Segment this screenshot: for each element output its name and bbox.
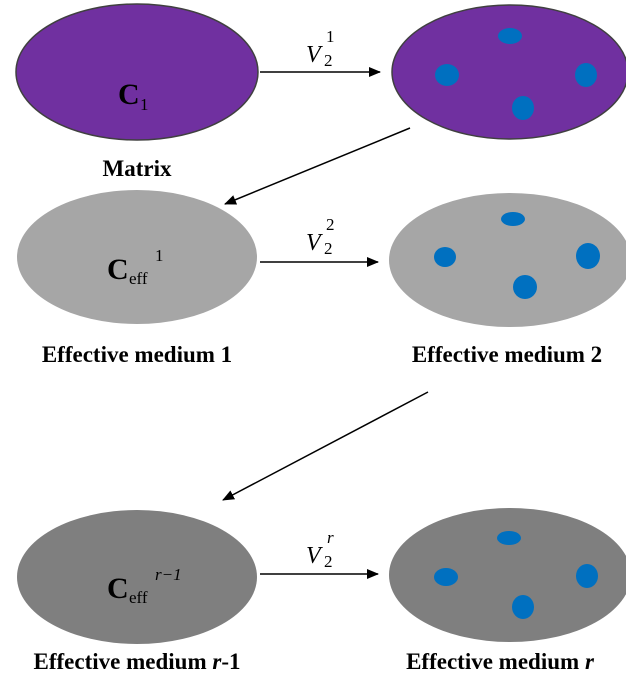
v-symbol-2: V	[306, 230, 323, 256]
v-superscript-1: 1	[326, 27, 335, 46]
inclusion-top-1	[498, 28, 522, 44]
medium-r-caption: Effective medium r	[406, 649, 595, 674]
matrix-stiffness-label: C 1	[118, 78, 149, 114]
v-subscript-1: 2	[324, 51, 333, 70]
ceffr-symbol: C	[107, 572, 129, 605]
inclusion-top-r	[497, 531, 521, 545]
inclusion-left-2	[434, 247, 456, 267]
c1-subscript: 1	[140, 95, 149, 114]
inclusion-right-2	[576, 243, 600, 269]
arrow-row2-to-row3	[222, 391, 429, 501]
ceffr-subscript: eff	[129, 588, 148, 607]
v-superscript-r: r	[327, 528, 334, 547]
ceffr-superscript: r−1	[155, 565, 182, 584]
medium-r-minus-1-ellipse	[17, 510, 257, 644]
volume-fraction-label-1: V 2 1	[306, 27, 335, 70]
medium-r-minus-1-caption-prefix: Effective medium	[34, 649, 213, 674]
medium-r-ellipse	[389, 508, 626, 642]
inclusion-top-2	[501, 212, 525, 226]
inclusion-left-r	[434, 568, 458, 586]
medium-r-minus-1-caption-suffix: -1	[221, 649, 240, 674]
volume-fraction-label-r: V 2 r	[306, 528, 334, 571]
v-superscript-2: 2	[326, 215, 335, 234]
inclusion-right-r	[576, 564, 598, 588]
medium-1-caption: Effective medium 1	[42, 342, 232, 367]
medium-r-minus-1-caption: Effective medium r-1	[34, 649, 241, 674]
v-subscript-2: 2	[324, 239, 333, 258]
inclusion-right-1	[575, 63, 597, 87]
ceff1-symbol: C	[107, 253, 129, 286]
inclusion-bottom-1	[512, 96, 534, 120]
v-subscript-r: 2	[324, 552, 333, 571]
ceff1-superscript: 1	[155, 246, 164, 265]
medium-2-caption: Effective medium 2	[412, 342, 602, 367]
arrow-row1-to-row2	[224, 127, 411, 205]
medium-1-ellipse	[17, 190, 257, 324]
v-symbol-1: V	[306, 42, 323, 68]
composite-ellipse-1	[391, 4, 626, 140]
medium-r-caption-prefix: Effective medium	[406, 649, 585, 674]
matrix-ellipse	[15, 3, 259, 141]
medium-1-stiffness-label: C eff 1	[107, 246, 164, 288]
v-symbol-r: V	[306, 543, 323, 569]
inclusion-left-1	[435, 64, 459, 86]
medium-r-minus-1-caption-var: r	[212, 649, 222, 674]
c1-symbol: C	[118, 78, 140, 111]
matrix-caption: Matrix	[103, 156, 172, 181]
volume-fraction-label-2: V 2 2	[306, 215, 335, 258]
medium-r-caption-var: r	[585, 649, 595, 674]
ceff1-subscript: eff	[129, 269, 148, 288]
inclusion-bottom-2	[513, 275, 537, 299]
inclusion-bottom-r	[512, 595, 534, 619]
medium-2-ellipse	[389, 193, 626, 327]
medium-r-minus-1-stiffness-label: C eff r−1	[107, 565, 182, 607]
